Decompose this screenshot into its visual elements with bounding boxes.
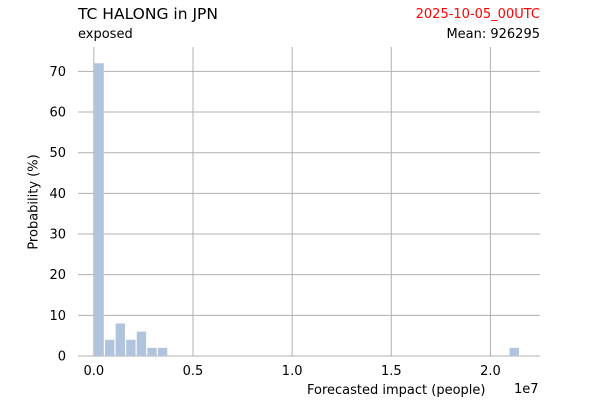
axes: 0 10 20 30 40 50 60 70 0.0 0.5 1.0 1.5 2.0 (49, 65, 500, 379)
histogram-bar (147, 347, 157, 356)
histogram-bar (115, 323, 125, 356)
y-tick: 70 (49, 65, 66, 80)
y-tick-label: 30 (49, 228, 66, 243)
y-tick: 0 (58, 350, 66, 365)
grid (78, 47, 540, 357)
bars (94, 63, 519, 357)
y-tick-label: 70 (49, 65, 66, 80)
y-axis-label: Probability (%) (26, 154, 42, 250)
x-tick: 2.0 (480, 364, 501, 379)
histogram-bar (105, 339, 115, 356)
x-tick-label: 2.0 (480, 364, 501, 379)
x-axis-offset-label: 1e7 (514, 382, 539, 397)
x-tick-label: 1.5 (381, 364, 402, 379)
y-tick: 10 (49, 309, 66, 324)
y-tick: 60 (49, 106, 66, 121)
y-tick: 20 (49, 268, 66, 283)
y-tick-label: 20 (49, 268, 66, 283)
y-tick: 30 (49, 228, 66, 243)
mean-value: Mean: 926295 (446, 27, 540, 42)
y-tick-label: 10 (49, 309, 66, 324)
y-tick-label: 50 (49, 146, 66, 161)
y-tick: 40 (49, 187, 66, 202)
x-tick-label: 0.5 (183, 364, 204, 379)
y-tick-label: 40 (49, 187, 66, 202)
y-tick-label: 60 (49, 106, 66, 121)
chart-title: TC HALONG in JPN (78, 5, 218, 23)
chart-subtitle: exposed (78, 27, 133, 42)
x-tick-label: 1.0 (282, 364, 303, 379)
histogram-bar (157, 347, 168, 356)
histogram-bar (136, 331, 147, 356)
x-tick-label: 0.0 (84, 364, 105, 379)
forecast-date: 2025-10-05_00UTC (415, 7, 540, 22)
x-tick: 1.5 (381, 364, 402, 379)
x-axis-label: Forecasted impact (people) (307, 383, 486, 398)
x-tick: 0.0 (84, 364, 105, 379)
histogram-bar (126, 339, 136, 356)
x-tick: 1.0 (282, 364, 303, 379)
histogram-bar (509, 347, 519, 356)
histogram-bar (94, 63, 104, 357)
y-tick-label: 0 (58, 350, 66, 365)
x-tick: 0.5 (183, 364, 204, 379)
y-tick: 50 (49, 146, 66, 161)
